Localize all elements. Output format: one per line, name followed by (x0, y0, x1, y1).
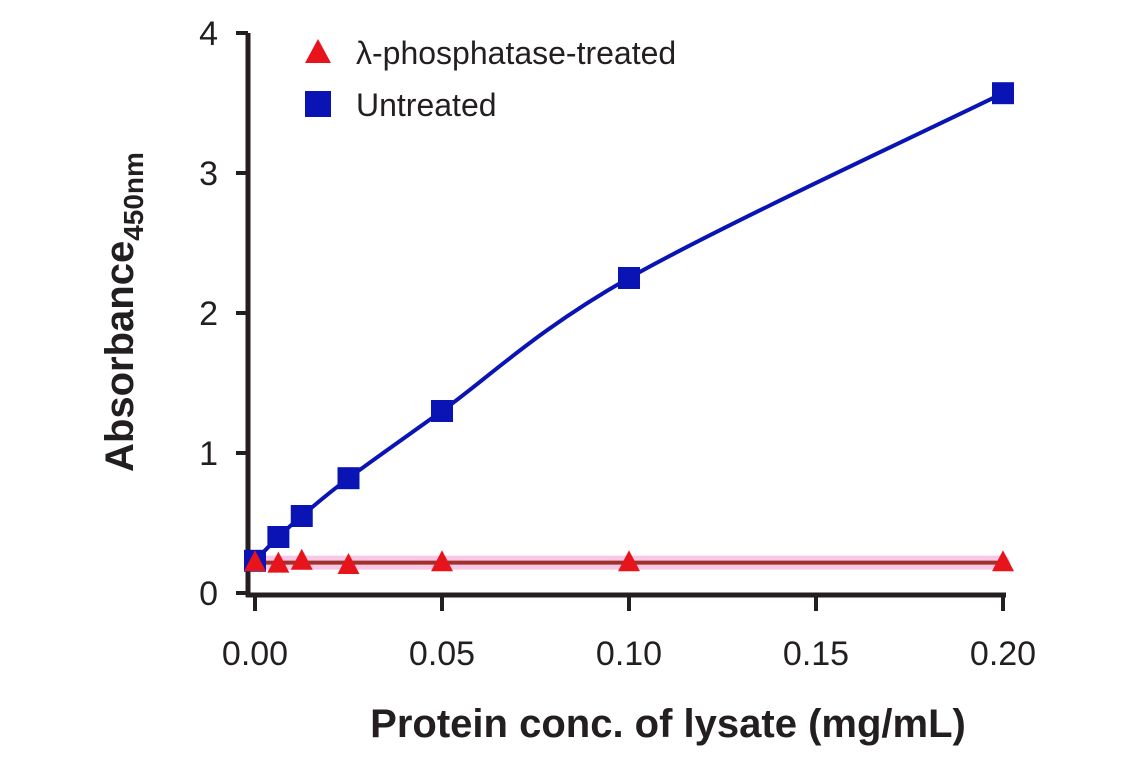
legend-label: Untreated (356, 87, 497, 123)
data-point-triangle (290, 548, 313, 570)
x-axis-title: Protein conc. of lysate (mg/mL) (370, 702, 966, 746)
legend-item: λ-phosphatase-treated (305, 35, 676, 71)
y-tick-label: 4 (199, 15, 218, 53)
data-point-triangle (431, 550, 453, 572)
markers-phosphatase-treated (244, 548, 1014, 574)
series-layer (244, 82, 1014, 574)
data-point-triangle (337, 553, 360, 574)
data-point-square (290, 505, 313, 527)
series-line (253, 91, 1004, 563)
x-tick-label: 0.10 (596, 635, 662, 673)
x-tick-label: 0.05 (409, 635, 475, 673)
data-point-triangle (992, 550, 1014, 572)
data-point-square (992, 82, 1014, 105)
y-tick-label: 0 (199, 575, 218, 613)
y-axis-title-subscript: 450nm (118, 152, 149, 241)
y-tick-label: 1 (199, 435, 218, 473)
x-tick-label: 0.15 (783, 635, 849, 673)
data-point-triangle (267, 551, 290, 573)
y-axis-title: Absorbance450nm (98, 152, 149, 472)
legend-item: Untreated (305, 87, 497, 123)
legend-triangle-icon (305, 39, 331, 63)
y-tick-label: 3 (199, 155, 218, 193)
series-untreated (253, 91, 1004, 563)
data-point-triangle (244, 550, 266, 572)
axes: 0 1 2 3 4 0.00 0.05 0.10 0.15 0.20 (199, 15, 1036, 673)
legend: λ-phosphatase-treated Untreated (305, 35, 676, 123)
legend-square-icon (305, 91, 331, 117)
y-tick-label: 2 (199, 295, 218, 333)
x-tick-label: 0.20 (970, 635, 1036, 673)
data-point-square (618, 267, 640, 289)
data-point-square (267, 526, 290, 548)
markers-untreated (244, 82, 1014, 572)
data-point-square (431, 400, 453, 422)
data-point-triangle (618, 550, 640, 572)
y-axis-title-main: Absorbance (98, 241, 142, 472)
legend-label: λ-phosphatase-treated (356, 35, 676, 71)
x-tick-label: 0.00 (222, 635, 288, 673)
data-point-square (337, 467, 360, 490)
